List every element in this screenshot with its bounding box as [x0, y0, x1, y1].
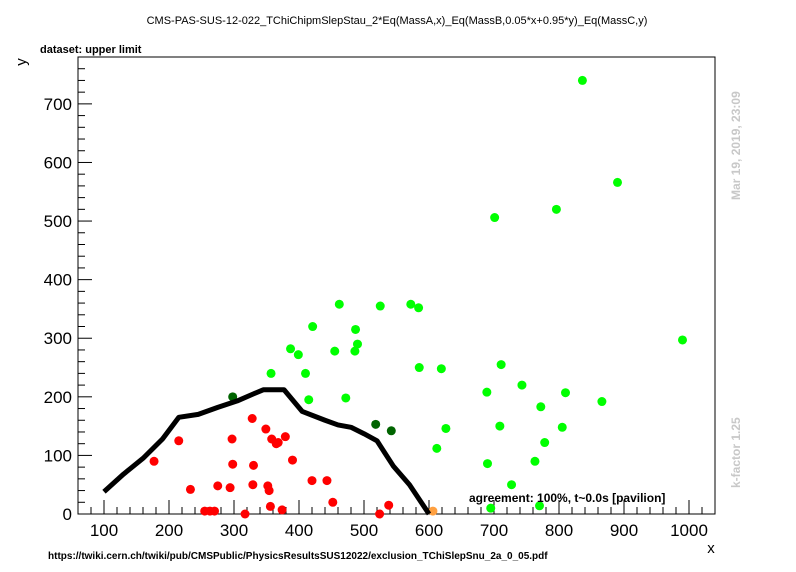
x-tick-label: 400 — [285, 521, 313, 540]
data-point — [149, 456, 159, 466]
data-point — [185, 484, 195, 494]
data-point — [406, 299, 416, 309]
data-point — [678, 335, 687, 345]
x-tick-label: 900 — [610, 521, 638, 540]
data-points — [149, 75, 687, 519]
data-point — [495, 421, 505, 431]
data-point — [277, 505, 287, 515]
data-point — [530, 456, 540, 466]
agreement-label: agreement: 100%, t~0.0s [pavilion] — [469, 491, 665, 505]
source-url: https://twiki.cern.ch/twiki/pub/CMSPubli… — [48, 551, 548, 562]
data-point — [322, 476, 332, 486]
data-point — [375, 301, 385, 311]
data-point — [535, 501, 544, 511]
timestamp-label: Mar 19, 2019, 23:09 — [729, 91, 743, 200]
data-point — [490, 213, 500, 223]
data-point — [551, 204, 561, 214]
data-point — [507, 480, 517, 490]
data-point — [486, 503, 496, 513]
data-point — [496, 360, 506, 370]
data-point — [597, 397, 607, 407]
y-tick-label: 400 — [44, 271, 72, 290]
x-axis-label: x — [707, 540, 715, 557]
x-tick-label: 300 — [220, 521, 248, 540]
x-axis-ticks: 100 200 300 400 500 600 700 800 900 1000 — [77, 500, 716, 540]
y-tick-label: 100 — [44, 446, 72, 465]
data-point — [414, 303, 424, 313]
data-point — [264, 486, 274, 496]
data-point — [280, 432, 290, 442]
x-tick-label: 600 — [415, 521, 443, 540]
data-point — [441, 423, 451, 433]
data-point — [483, 459, 492, 469]
data-point — [247, 413, 257, 423]
chart-title: CMS-PAS-SUS-12-022_TChiChipmSlepStau_2*E… — [147, 15, 648, 27]
y-tick-label: 700 — [44, 95, 72, 114]
data-point — [330, 346, 340, 356]
data-point — [225, 483, 235, 493]
data-point — [353, 339, 362, 349]
data-point — [351, 324, 361, 334]
data-point — [301, 368, 310, 378]
kfactor-label: k-factor 1.25 — [729, 417, 743, 488]
x-tick-label: 200 — [155, 521, 183, 540]
data-point — [308, 322, 318, 332]
data-point — [414, 363, 424, 373]
y-tick-label: 300 — [44, 329, 72, 348]
data-point — [265, 501, 275, 511]
data-point — [213, 481, 223, 491]
data-point — [249, 460, 258, 470]
data-point — [334, 299, 344, 309]
y-axis-ticks: 0 100 200 300 400 500 600 700 — [44, 56, 92, 524]
data-point — [386, 426, 396, 436]
data-point — [266, 368, 276, 378]
data-point — [240, 509, 250, 519]
data-point — [248, 480, 258, 490]
data-point — [375, 509, 385, 519]
data-point — [432, 443, 442, 453]
data-point — [328, 497, 338, 507]
exclusion-curve — [102, 387, 432, 516]
x-tick-label: 800 — [545, 521, 573, 540]
data-point — [613, 177, 622, 187]
data-point — [341, 393, 351, 403]
data-point — [210, 506, 219, 516]
y-tick-label: 600 — [44, 153, 72, 172]
data-point — [384, 500, 394, 510]
y-axis-label: y — [13, 58, 30, 66]
data-point — [540, 438, 550, 448]
data-point — [261, 424, 271, 434]
data-point — [273, 438, 283, 448]
data-point — [577, 75, 587, 85]
data-point — [288, 455, 297, 465]
data-point — [436, 364, 446, 374]
y-tick-label: 500 — [44, 212, 72, 231]
x-tick-label: 700 — [480, 521, 508, 540]
y-tick-label: 200 — [44, 388, 72, 407]
data-point — [371, 419, 381, 429]
data-point — [557, 422, 567, 432]
data-point — [304, 395, 314, 405]
data-point — [293, 350, 303, 360]
x-tick-label: 100 — [90, 521, 118, 540]
data-point — [482, 387, 492, 397]
x-tick-label: 500 — [350, 521, 378, 540]
plot-frame — [77, 56, 716, 515]
data-point — [536, 402, 546, 412]
data-point — [350, 346, 360, 356]
data-point — [286, 344, 296, 354]
data-point — [561, 388, 570, 398]
x-tick-label: 1000 — [670, 521, 708, 540]
data-point — [517, 380, 527, 390]
y-tick-label: 0 — [63, 505, 72, 524]
data-point — [174, 436, 184, 446]
data-point — [307, 476, 317, 486]
data-point — [428, 506, 438, 516]
data-point — [228, 459, 238, 469]
data-point — [227, 434, 237, 444]
dataset-label: dataset: upper limit — [40, 44, 142, 56]
